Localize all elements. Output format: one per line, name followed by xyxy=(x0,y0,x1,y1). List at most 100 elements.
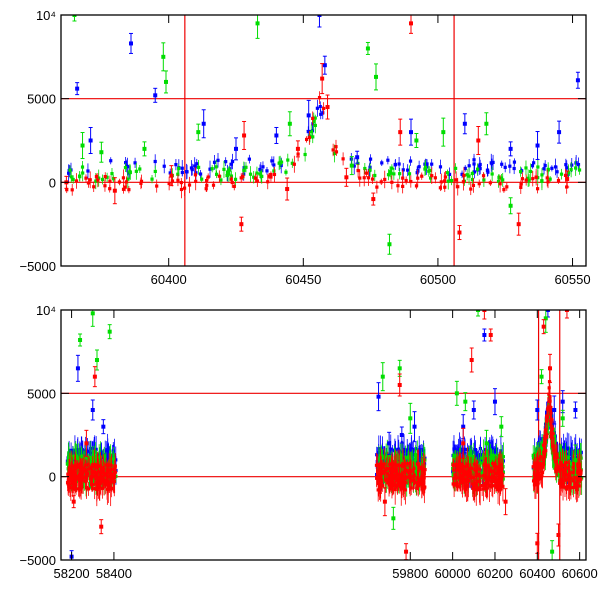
data-point xyxy=(68,451,72,455)
data-point xyxy=(67,469,71,473)
data-point xyxy=(377,472,382,476)
data-point xyxy=(387,476,391,480)
data-point xyxy=(134,169,138,173)
data-point xyxy=(99,150,104,155)
data-point xyxy=(400,453,404,457)
data-point xyxy=(402,448,406,452)
x-tick-label: 59800 xyxy=(392,566,428,581)
data-point xyxy=(388,487,392,491)
data-point xyxy=(381,474,386,478)
data-point xyxy=(420,448,424,452)
data-point xyxy=(469,187,473,191)
data-point xyxy=(388,462,392,466)
data-point xyxy=(461,473,466,478)
data-point xyxy=(561,454,565,458)
data-point xyxy=(133,161,137,165)
data-point xyxy=(103,174,107,179)
data-point xyxy=(422,472,426,476)
data-point xyxy=(341,157,345,161)
data-point xyxy=(380,470,384,475)
data-point xyxy=(94,358,99,362)
data-point xyxy=(398,476,402,481)
data-point xyxy=(482,484,487,488)
data-point xyxy=(573,458,578,462)
data-point xyxy=(500,162,504,166)
data-point xyxy=(211,183,216,187)
data-point xyxy=(550,427,555,431)
data-point xyxy=(491,484,495,488)
data-point xyxy=(536,165,540,169)
data-point xyxy=(244,165,248,169)
data-point xyxy=(258,172,262,176)
data-point xyxy=(468,475,473,479)
data-point xyxy=(554,467,558,471)
data-point xyxy=(496,487,500,492)
data-point xyxy=(376,462,380,467)
data-point xyxy=(108,187,112,191)
data-point xyxy=(384,464,388,468)
y-tick-label: 10⁴ xyxy=(36,303,56,318)
data-point xyxy=(554,445,558,449)
data-point xyxy=(204,178,209,183)
data-point xyxy=(501,178,505,182)
data-point xyxy=(125,164,129,168)
data-point xyxy=(503,499,508,504)
data-point xyxy=(574,166,578,170)
data-point xyxy=(123,185,127,189)
data-point xyxy=(285,187,290,192)
data-point xyxy=(489,469,493,474)
data-point xyxy=(352,164,356,168)
data-point xyxy=(536,449,541,454)
data-point xyxy=(558,467,563,472)
plot-area xyxy=(61,310,586,560)
data-point xyxy=(412,466,416,471)
data-point xyxy=(91,454,96,458)
data-point xyxy=(267,174,271,178)
data-point xyxy=(386,481,390,485)
data-point xyxy=(176,178,180,182)
data-point xyxy=(453,447,457,452)
data-point xyxy=(407,172,412,176)
data-point xyxy=(463,166,467,171)
x-tick-label: 60200 xyxy=(477,566,513,581)
data-point xyxy=(167,181,171,186)
data-point xyxy=(322,106,326,111)
data-point xyxy=(71,177,75,182)
data-point xyxy=(460,478,464,482)
data-point xyxy=(524,166,528,170)
data-point xyxy=(104,478,108,482)
data-point xyxy=(441,130,446,135)
data-point xyxy=(519,185,523,189)
data-point xyxy=(364,171,369,175)
data-point xyxy=(409,447,414,451)
data-point xyxy=(467,164,471,168)
data-point xyxy=(456,462,461,467)
data-cloud xyxy=(65,91,582,199)
data-point xyxy=(368,157,373,161)
data-point xyxy=(180,170,184,175)
data-point xyxy=(409,130,413,135)
data-point xyxy=(413,479,417,483)
data-point xyxy=(550,450,555,455)
data-point xyxy=(366,176,371,180)
data-point xyxy=(68,456,72,460)
data-point xyxy=(142,146,147,151)
data-point xyxy=(538,455,543,459)
data-point xyxy=(461,180,466,184)
data-point xyxy=(481,174,486,178)
data-point xyxy=(99,453,103,457)
data-point xyxy=(532,161,536,165)
data-point xyxy=(451,472,455,476)
data-point xyxy=(508,146,513,151)
data-point xyxy=(153,159,157,164)
data-point xyxy=(382,499,387,504)
data-point xyxy=(92,462,97,466)
data-point xyxy=(564,163,568,167)
data-point xyxy=(532,473,537,477)
data-point xyxy=(570,163,574,167)
data-point xyxy=(77,452,81,456)
data-point xyxy=(545,310,550,312)
data-point xyxy=(478,167,482,171)
data-point xyxy=(334,145,338,149)
data-point xyxy=(71,454,75,459)
